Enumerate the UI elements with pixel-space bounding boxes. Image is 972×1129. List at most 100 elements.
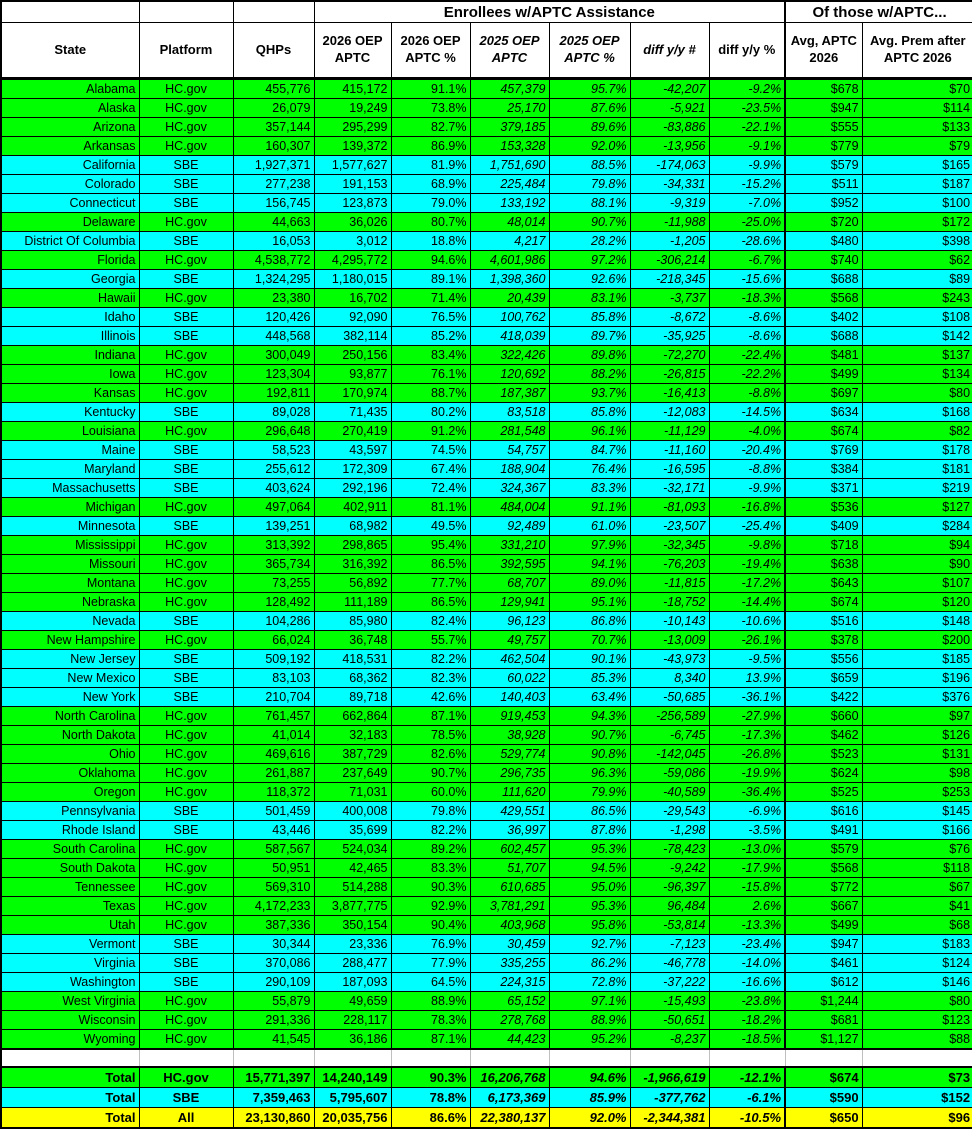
cell-qhps: 448,568	[232, 326, 315, 346]
cell-diff-yy-pct: -9.5%	[708, 649, 786, 669]
cell-avg-prem: $120	[861, 592, 972, 612]
cell-avg-prem: $80	[861, 383, 972, 403]
cell-2026-aptc: 36,186	[313, 1029, 392, 1050]
cell-state: Texas	[0, 896, 140, 916]
cell-state: Maryland	[0, 459, 140, 479]
cell-avg-aptc: $643	[784, 573, 863, 593]
cell-diff-yy-pct: -17.2%	[708, 573, 786, 593]
cell-qhps: 587,567	[232, 839, 315, 859]
cell-avg-aptc: $579	[784, 839, 863, 859]
cell-2025-aptc: 153,328	[469, 136, 550, 156]
cell-qhps: 291,336	[232, 1010, 315, 1030]
cell-2025-aptc-pct: 85.8%	[548, 307, 631, 327]
cell-2025-aptc-pct: 72.8%	[548, 972, 631, 992]
table-row: Iowa HC.gov 123,304 93,877 76.1% 120,692 88.2%…	[0, 364, 972, 384]
cell-2025-aptc-pct: 90.7%	[548, 725, 631, 745]
cell-platform: HC.gov	[138, 288, 234, 308]
cell-diff-yy-pct: -28.6%	[708, 231, 786, 251]
cell-platform: SBE	[138, 611, 234, 631]
cell-2025-aptc: 1,398,360	[469, 269, 550, 289]
cell-qhps: 44,663	[232, 212, 315, 232]
cell-2026-aptc: 387,729	[313, 744, 392, 764]
cell-state: Illinois	[0, 326, 140, 346]
cell-2025-aptc-pct: 89.8%	[548, 345, 631, 365]
cell-avg-aptc: $616	[784, 801, 863, 821]
cell-platform: HC.gov	[138, 706, 234, 726]
cell-2026-aptc-pct: 77.9%	[390, 953, 471, 973]
cell-2025-aptc: 529,774	[469, 744, 550, 764]
cell-2025-aptc: 44,423	[469, 1029, 550, 1050]
total-row: Total SBE 7,359,463 5,795,607 78.8% 6,173,369…	[0, 1087, 972, 1108]
cell-2026-aptc: 292,196	[313, 478, 392, 498]
cell-diff-yy-num: -34,331	[629, 174, 710, 194]
cell-diff-yy-pct: 2.6%	[708, 896, 786, 916]
cell-diff-yy-num: -50,685	[629, 687, 710, 707]
cell-diff-yy-pct: -36.1%	[708, 687, 786, 707]
cell-2026-aptc: 16,702	[313, 288, 392, 308]
cell-avg-aptc: $697	[784, 383, 863, 403]
spacer-cell	[548, 1048, 631, 1068]
cell-2025-aptc-pct: 92.7%	[548, 934, 631, 954]
cell-diff-yy-pct: -9.8%	[708, 535, 786, 555]
group-header-row: Enrollees w/APTC Assistance Of those w/A…	[0, 0, 972, 23]
cell-2026-aptc-pct: 90.4%	[390, 915, 471, 935]
cell-2025-aptc-pct: 86.5%	[548, 801, 631, 821]
cell-2025-aptc: 296,735	[469, 763, 550, 783]
table-row: Missouri HC.gov 365,734 316,392 86.5% 392,595…	[0, 554, 972, 574]
cell-2025-aptc: 278,768	[469, 1010, 550, 1030]
cell-diff-yy-pct: -19.4%	[708, 554, 786, 574]
cell-avg-prem: $172	[861, 212, 972, 232]
table-row: Tennessee HC.gov 569,310 514,288 90.3% 610,68…	[0, 877, 972, 897]
cell-platform: HC.gov	[138, 592, 234, 612]
cell-avg-prem: $196	[861, 668, 972, 688]
cell-2026-aptc: 111,189	[313, 592, 392, 612]
cell-2026-aptc-pct: 87.1%	[390, 706, 471, 726]
cell-2025-aptc-pct: 70.7%	[548, 630, 631, 650]
cell-state: Michigan	[0, 497, 140, 517]
cell-diff-yy-num: -76,203	[629, 554, 710, 574]
cell-state: Vermont	[0, 934, 140, 954]
cell-qhps: 1,324,295	[232, 269, 315, 289]
cell-2025-aptc: 111,620	[469, 782, 550, 802]
cell-platform: HC.gov	[138, 535, 234, 555]
cell-diff-yy-num: -29,543	[629, 801, 710, 821]
cell-state: Maine	[0, 440, 140, 460]
empty-header-cell	[138, 0, 234, 23]
cell-diff-yy-pct: -6.1%	[708, 1087, 786, 1108]
cell-2026-aptc: 382,114	[313, 326, 392, 346]
cell-2026-aptc: 237,649	[313, 763, 392, 783]
cell-platform: HC.gov	[138, 991, 234, 1011]
cell-2025-aptc-pct: 88.9%	[548, 1010, 631, 1030]
cell-platform: SBE	[138, 402, 234, 422]
cell-2025-aptc-pct: 85.3%	[548, 668, 631, 688]
cell-qhps: 41,545	[232, 1029, 315, 1050]
cell-diff-yy-num: -8,672	[629, 307, 710, 327]
cell-2026-aptc-pct: 88.9%	[390, 991, 471, 1011]
cell-2025-aptc: 38,928	[469, 725, 550, 745]
cell-diff-yy-num: 8,340	[629, 668, 710, 688]
cell-2025-aptc-pct: 83.3%	[548, 478, 631, 498]
cell-diff-yy-num: -72,270	[629, 345, 710, 365]
cell-platform: SBE	[138, 649, 234, 669]
cell-state: Massachusetts	[0, 478, 140, 498]
cell-2025-aptc-pct: 93.7%	[548, 383, 631, 403]
cell-qhps: 210,704	[232, 687, 315, 707]
col-header-avg-prem-after-aptc: Avg. Prem after APTC 2026	[861, 22, 972, 80]
cell-2026-aptc: 123,873	[313, 193, 392, 213]
table-row: New Hampshire HC.gov 66,024 36,748 55.7% 49,7…	[0, 630, 972, 650]
cell-qhps: 4,172,233	[232, 896, 315, 916]
cell-diff-yy-num: -23,507	[629, 516, 710, 536]
cell-2026-aptc-pct: 82.2%	[390, 820, 471, 840]
spacer-cell	[138, 1048, 234, 1068]
cell-2025-aptc: 4,601,986	[469, 250, 550, 270]
col-header-diff-yy-pct: diff y/y %	[708, 22, 786, 80]
table-row: Texas HC.gov 4,172,233 3,877,775 92.9% 3,781,…	[0, 896, 972, 916]
cell-2026-aptc: 139,372	[313, 136, 392, 156]
cell-2026-aptc-pct: 86.5%	[390, 592, 471, 612]
cell-avg-aptc: $499	[784, 915, 863, 935]
cell-qhps: 23,130,860	[232, 1107, 315, 1129]
cell-2026-aptc-pct: 94.6%	[390, 250, 471, 270]
spacer-body	[1, 1048, 972, 1068]
cell-diff-yy-num: -10,143	[629, 611, 710, 631]
cell-2025-aptc-pct: 97.2%	[548, 250, 631, 270]
